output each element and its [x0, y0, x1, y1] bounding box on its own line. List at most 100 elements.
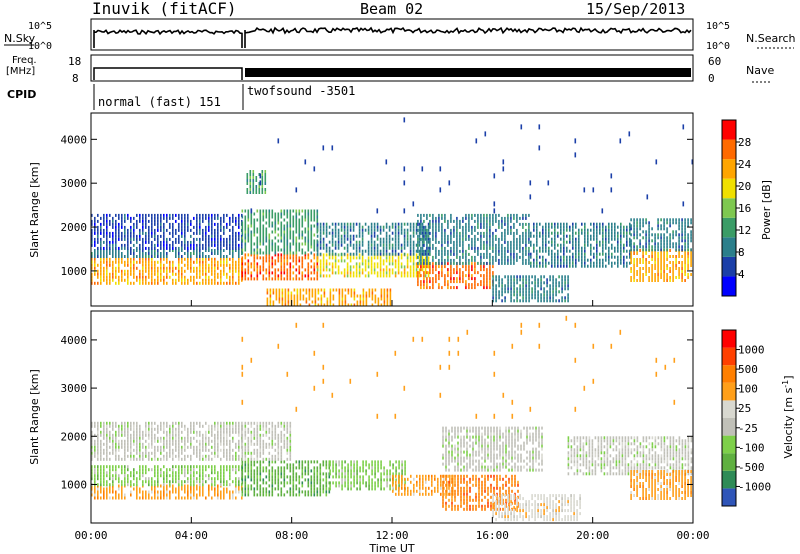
power-cell [241, 224, 244, 228]
power-cell [382, 268, 385, 272]
power-cell [669, 236, 671, 240]
power-cell [501, 234, 503, 238]
power-cell [310, 236, 313, 240]
power-cell [229, 234, 231, 238]
velocity-cell [181, 483, 183, 487]
power-cell [587, 231, 589, 235]
power-cell [296, 291, 299, 295]
power-cell [614, 225, 616, 229]
power-cell [593, 225, 595, 229]
power-cell [229, 266, 231, 270]
velocity-cell [166, 454, 168, 458]
power-cell [471, 228, 473, 232]
power-cell [657, 279, 659, 282]
power-cell [477, 213, 479, 217]
power-cell [341, 297, 344, 301]
power-cell [208, 278, 210, 282]
power-cell [453, 258, 455, 262]
power-cell [519, 287, 521, 291]
power-cell [249, 185, 252, 188]
power-cell [367, 246, 370, 250]
cpid-label: CPID [7, 88, 36, 101]
power-cell [343, 240, 346, 244]
velocity-cell [127, 448, 129, 452]
power-cell [426, 216, 428, 220]
power-cell [115, 266, 117, 270]
power-cell [554, 234, 556, 238]
power-cell [545, 240, 547, 244]
power-cell [190, 278, 192, 282]
power-cell [371, 291, 374, 295]
power-cell [229, 228, 231, 232]
power-cell [471, 243, 473, 247]
power-cell [424, 259, 427, 263]
power-cell [507, 222, 509, 226]
power-cell [160, 225, 162, 229]
power-cell [418, 237, 421, 241]
power-cell [400, 243, 403, 247]
power-cell [271, 224, 274, 228]
velocity-cell [187, 493, 189, 497]
power-cell [208, 219, 210, 223]
power-cell [629, 222, 631, 226]
power-cell [250, 265, 253, 269]
velocity-cell [142, 442, 144, 446]
power-cell [181, 269, 183, 273]
power-cell [364, 262, 367, 266]
velocity-cell [160, 468, 162, 472]
power-cell [145, 275, 147, 279]
power-cell [528, 255, 530, 259]
power-cell [417, 274, 419, 278]
velocity-cell [124, 433, 126, 437]
power-cell [154, 272, 156, 276]
power-cell [412, 252, 415, 256]
velocity-cell [124, 421, 126, 425]
power-cell [244, 230, 247, 234]
power-cell [417, 234, 419, 238]
power-cell [687, 224, 689, 228]
power-cell [415, 243, 418, 247]
power-cell [181, 222, 183, 226]
power-cell [178, 260, 180, 264]
power-cell [136, 219, 138, 223]
power-cell [542, 246, 544, 250]
power-cell [397, 265, 400, 269]
power-cell [672, 233, 674, 237]
power-cell [344, 297, 347, 301]
power-cell [256, 251, 259, 255]
velocity-cell [148, 424, 150, 428]
power-cell [382, 243, 385, 247]
velocity-cell [211, 433, 213, 437]
power-cell [441, 274, 443, 278]
velocity-cell [184, 471, 186, 475]
power-cell [358, 234, 361, 238]
power-cell [205, 275, 207, 279]
power-cell [295, 274, 298, 278]
power-cell [394, 228, 397, 232]
power-cell [115, 272, 117, 276]
power-cell [657, 255, 659, 258]
velocity-cell [196, 421, 198, 425]
power-cell [115, 222, 117, 226]
velocity-cell [145, 477, 147, 481]
power-cell [361, 262, 364, 266]
velocity-cell [223, 445, 225, 449]
velocity-cell [190, 493, 192, 497]
power-cell [424, 249, 427, 253]
power-cell [415, 268, 418, 272]
power-cell [139, 246, 141, 250]
power-cell [438, 225, 440, 229]
velocity-cell [130, 427, 132, 431]
power-cell [376, 262, 379, 266]
power-cell [295, 224, 298, 228]
velocity-cell [211, 451, 213, 455]
power-cell [510, 228, 512, 232]
power-cell [617, 258, 619, 262]
power-cell [690, 233, 692, 237]
velocity-cell [103, 442, 105, 446]
power-cell [465, 274, 467, 278]
velocity-cell [172, 465, 174, 469]
velocity-cell [211, 445, 213, 449]
velocity-cell [178, 445, 180, 449]
